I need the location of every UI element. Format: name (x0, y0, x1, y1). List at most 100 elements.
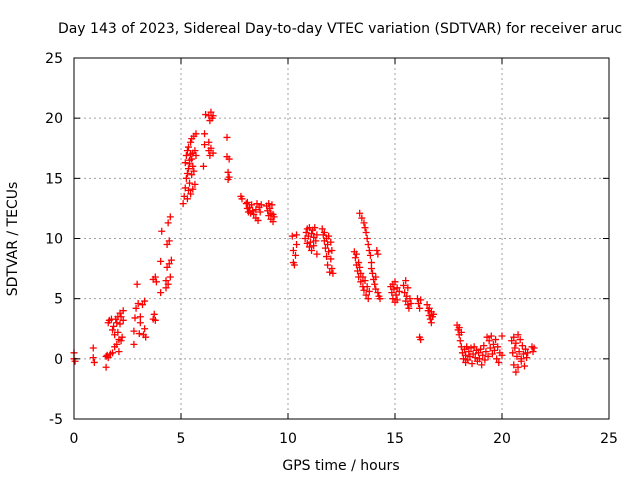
data-point (192, 151, 200, 159)
data-point (186, 179, 194, 187)
data-point (133, 280, 141, 288)
data-point (179, 200, 187, 208)
data-point (468, 360, 476, 368)
y-tick-label: 25 (45, 51, 63, 67)
data-point (514, 363, 522, 371)
data-point (321, 244, 329, 252)
data-point (425, 304, 433, 312)
data-point (464, 356, 472, 364)
data-point (483, 333, 491, 341)
data-point (360, 219, 368, 227)
data-point (360, 286, 368, 294)
data-point (313, 250, 321, 258)
data-point (371, 280, 379, 288)
data-point (320, 228, 328, 236)
data-point (102, 363, 110, 371)
data-point (359, 273, 367, 281)
data-point (268, 201, 276, 209)
data-point (417, 336, 425, 344)
data-point (269, 218, 277, 226)
data-point (516, 336, 524, 344)
data-point (119, 307, 127, 315)
data-point (303, 239, 311, 247)
data-point (470, 343, 478, 351)
data-point (254, 216, 262, 224)
data-point (114, 328, 122, 336)
data-point (486, 344, 494, 352)
data-point (199, 162, 207, 170)
data-point (361, 277, 369, 285)
data-point (184, 165, 192, 173)
data-point (498, 332, 506, 340)
data-point (425, 312, 433, 320)
data-point (395, 287, 403, 295)
data-point (404, 284, 412, 292)
data-point (302, 228, 310, 236)
data-point (515, 348, 523, 356)
data-point (163, 241, 171, 249)
data-point (142, 333, 150, 341)
data-point (130, 340, 138, 348)
data-point (191, 180, 199, 188)
data-point (325, 248, 333, 256)
data-point (400, 281, 408, 289)
data-point (132, 304, 140, 312)
data-point (182, 174, 190, 182)
data-point (90, 358, 98, 366)
data-point (476, 355, 484, 363)
data-point (184, 186, 192, 194)
data-point (205, 138, 213, 146)
data-point (209, 149, 217, 157)
data-point (488, 350, 496, 358)
data-point (391, 278, 399, 286)
data-point (308, 230, 316, 238)
data-point (191, 147, 199, 155)
data-point (266, 204, 274, 212)
data-point (136, 319, 144, 327)
data-point (372, 273, 380, 281)
x-tick-label: 0 (70, 431, 79, 447)
data-point (478, 361, 486, 369)
y-tick-label: 0 (54, 352, 63, 368)
data-point (190, 167, 198, 175)
data-point (530, 344, 538, 352)
data-point (327, 238, 335, 246)
data-point (164, 219, 172, 227)
data-point (406, 295, 414, 303)
data-point (157, 257, 165, 265)
data-point (157, 289, 165, 297)
data-point (256, 208, 264, 216)
data-point (366, 251, 374, 259)
data-point (413, 295, 421, 303)
data-point (113, 319, 121, 327)
data-point (423, 301, 431, 309)
data-point (181, 159, 189, 167)
data-point (511, 344, 519, 352)
data-point (89, 354, 97, 362)
data-point (117, 337, 125, 345)
data-point (363, 235, 371, 242)
data-point (136, 313, 144, 321)
data-point (225, 155, 233, 163)
data-point (392, 291, 400, 299)
data-point (455, 324, 463, 332)
data-point (238, 195, 246, 203)
data-point (358, 214, 366, 222)
data-point (389, 295, 397, 303)
data-point (467, 344, 475, 352)
data-point (361, 224, 369, 232)
data-point (163, 263, 171, 271)
axis-ticks: 0 5 10 15 20 25 -5 0 5 10 15 20 25 (45, 51, 618, 447)
data-point (513, 352, 521, 360)
data-point (357, 269, 365, 277)
data-point (328, 265, 336, 273)
data-point (201, 141, 209, 149)
data-point (372, 285, 380, 293)
y-axis-label: SDTVAR / TECUs (5, 182, 21, 297)
data-point (401, 289, 409, 297)
data-point (293, 241, 301, 249)
data-point (104, 354, 112, 362)
data-point (510, 361, 518, 369)
data-point (362, 228, 370, 236)
data-point (388, 289, 396, 297)
